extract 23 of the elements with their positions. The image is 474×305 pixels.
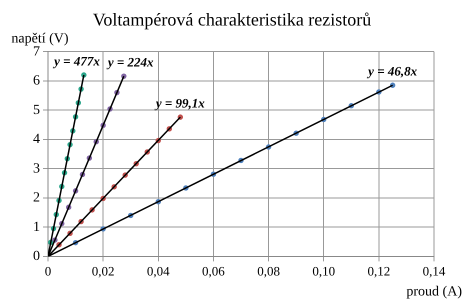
annotation: y = 46,8x xyxy=(366,64,418,79)
x-tick-label: 0,04 xyxy=(146,264,170,279)
x-tick-label: 0,02 xyxy=(92,264,115,279)
y-tick-label: 2 xyxy=(33,190,40,206)
x-tick-label: 0,06 xyxy=(202,264,226,279)
x-axis-title: proud (A) xyxy=(406,284,462,300)
y-tick-label: 7 xyxy=(33,44,40,60)
x-tick-label: 0,10 xyxy=(312,264,336,279)
x-tick-label: 0,08 xyxy=(257,264,280,279)
y-tick-label: 3 xyxy=(33,161,40,176)
x-tick-label: 0 xyxy=(44,264,52,279)
y-tick-label: 1 xyxy=(33,220,40,235)
x-tick-label: 0,12 xyxy=(367,264,390,279)
y-axis-title: napětí (V) xyxy=(11,31,69,46)
x-tick-label: 0,14 xyxy=(422,264,446,279)
y-tick-label: 6 xyxy=(33,74,40,89)
y-tick-label: 0 xyxy=(33,249,40,264)
annotation: y = 99,1x xyxy=(154,95,206,110)
annotation: y = 477x xyxy=(52,53,100,68)
y-tick-label: 4 xyxy=(33,132,40,148)
y-tick-label: 5 xyxy=(33,102,40,118)
annotation: y = 224x xyxy=(106,54,154,70)
chart-title: Voltampérová charakteristika rezistorů xyxy=(92,10,372,30)
